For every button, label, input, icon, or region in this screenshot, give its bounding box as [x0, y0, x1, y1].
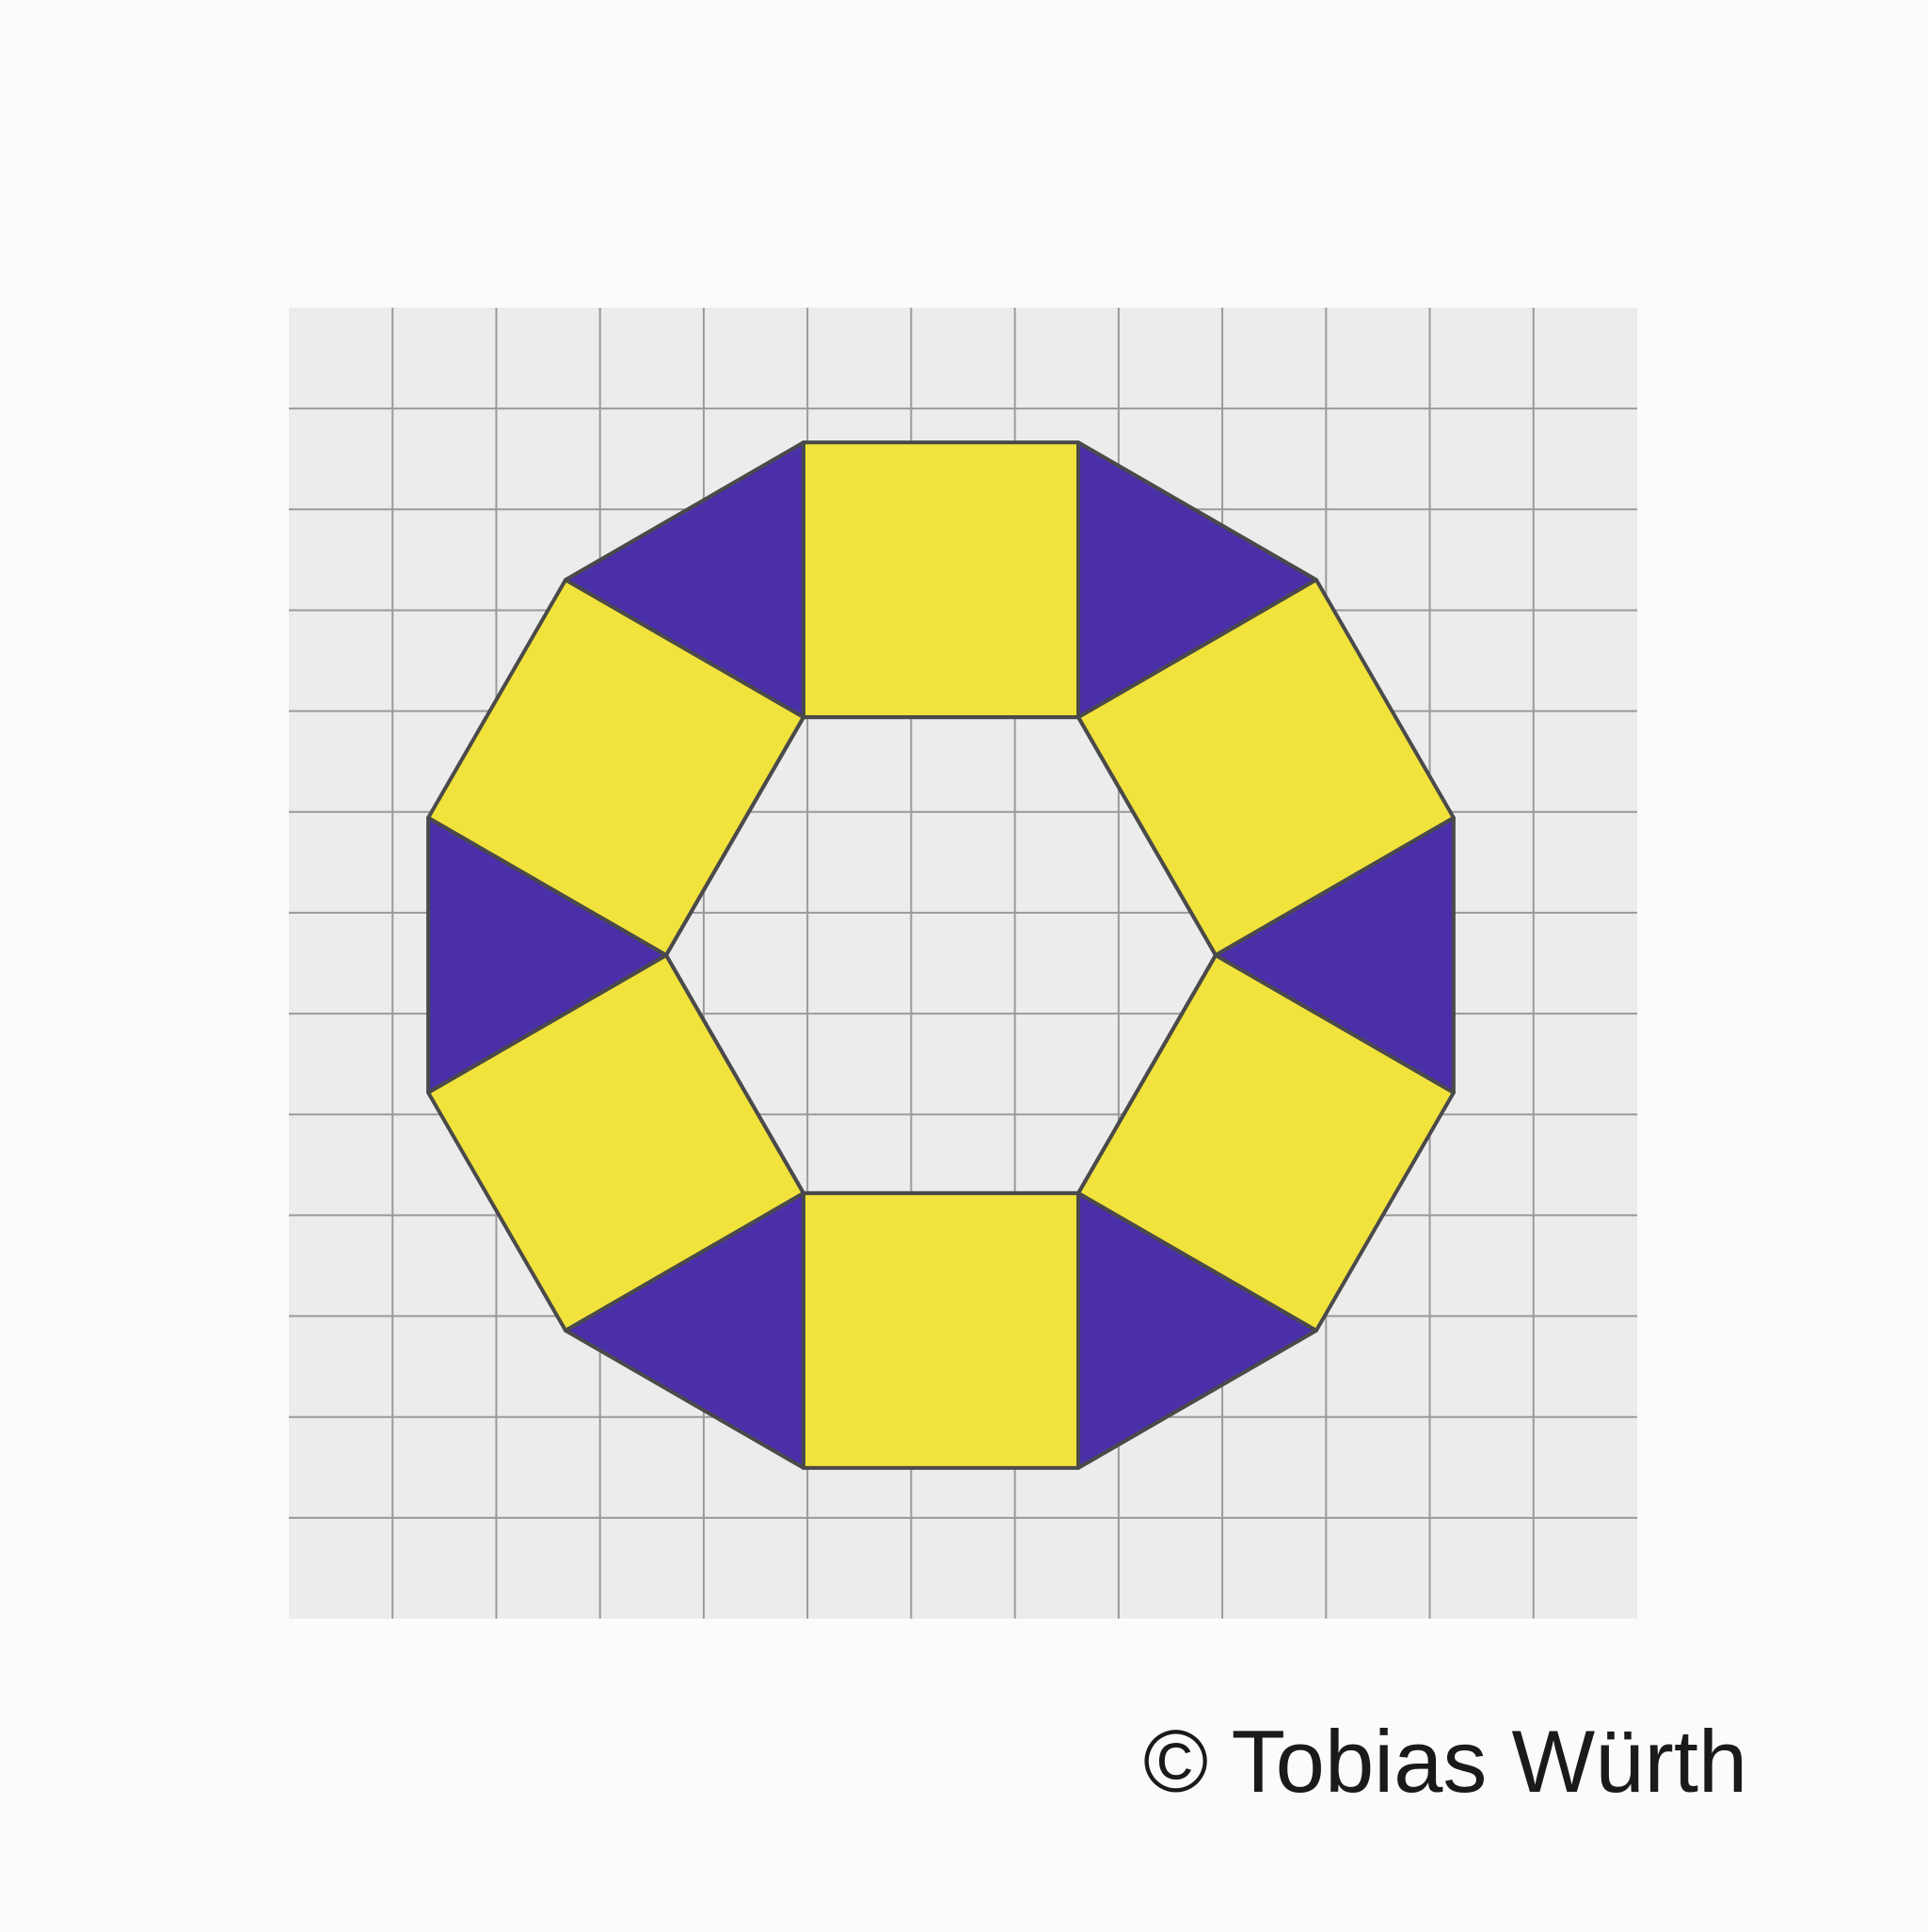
purple-triangle — [564, 440, 805, 720]
purple-triangle — [1076, 1190, 1318, 1470]
center-hexagon — [664, 715, 1218, 1195]
purple-triangle — [1076, 440, 1318, 720]
purple-triangle — [1214, 816, 1456, 1094]
purple-triangle — [426, 816, 668, 1094]
yellow-square — [802, 1190, 1080, 1470]
copyright-credit: © Tobias Würth — [1143, 1712, 1748, 1811]
purple-triangle — [564, 1190, 805, 1470]
yellow-square — [802, 440, 1080, 720]
tiling — [426, 440, 1456, 1470]
